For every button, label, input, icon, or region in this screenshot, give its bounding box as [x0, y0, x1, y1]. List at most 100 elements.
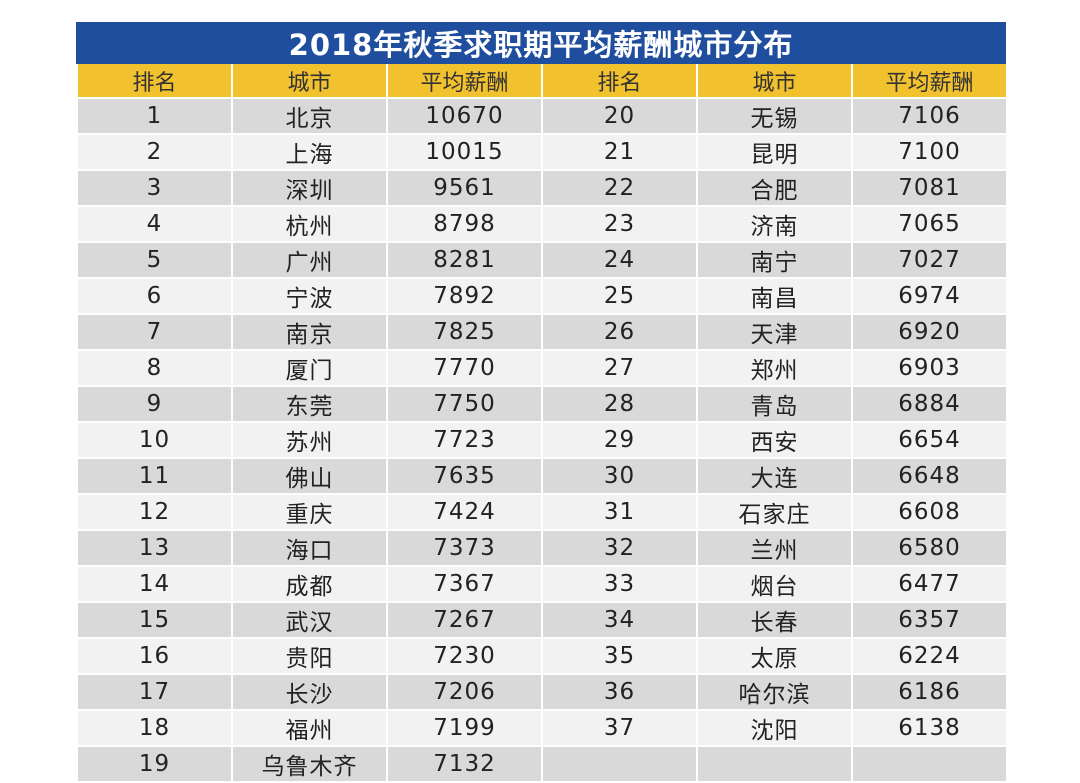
cell-salary-right: 7081 [851, 169, 1008, 207]
cell-city-left: 福州 [231, 709, 388, 747]
cell-salary-right: 6920 [851, 313, 1008, 351]
cell-rank-left: 14 [76, 565, 233, 603]
cell-rank-right: 33 [541, 565, 698, 603]
cell-salary-right: 6224 [851, 637, 1008, 675]
table-row: 3 深圳 9561 22 合肥 7081 [76, 169, 1008, 207]
cell-rank-right: 31 [541, 493, 698, 531]
cell-salary-left: 7892 [386, 277, 543, 315]
table-row: 19 乌鲁木齐 7132 [76, 745, 1008, 783]
cell-city-right: 天津 [696, 313, 853, 351]
cell-city-left: 深圳 [231, 169, 388, 207]
cell-city-right: 无锡 [696, 97, 853, 135]
cell-salary-left: 8798 [386, 205, 543, 243]
cell-salary-right: 6357 [851, 601, 1008, 639]
cell-city-right: 沈阳 [696, 709, 853, 747]
cell-salary-right: 6654 [851, 421, 1008, 459]
cell-city-left: 长沙 [231, 673, 388, 711]
table-row: 16 贵阳 7230 35 太原 6224 [76, 637, 1008, 675]
table-row: 8 厦门 7770 27 郑州 6903 [76, 349, 1008, 387]
header-row: 排名 城市 平均薪酬 排名 城市 平均薪酬 [76, 64, 1008, 98]
table-row: 1 北京 10670 20 无锡 7106 [76, 97, 1008, 135]
cell-salary-right: 6903 [851, 349, 1008, 387]
cell-city-left: 佛山 [231, 457, 388, 495]
cell-city-left: 广州 [231, 241, 388, 279]
cell-rank-right: 27 [541, 349, 698, 387]
table-body: 1 北京 10670 20 无锡 7106 2 上海 10015 21 昆明 7100 3 深圳 9561 2… [76, 97, 1008, 783]
cell-salary-left: 10015 [386, 133, 543, 171]
cell-city-left: 杭州 [231, 205, 388, 243]
table-row: 17 长沙 7206 36 哈尔滨 6186 [76, 673, 1008, 711]
cell-salary-left: 7723 [386, 421, 543, 459]
cell-city-right: 大连 [696, 457, 853, 495]
cell-city-left: 重庆 [231, 493, 388, 531]
cell-salary-right: 6580 [851, 529, 1008, 567]
cell-rank-left: 1 [76, 97, 233, 135]
cell-salary-right: 7027 [851, 241, 1008, 279]
cell-city-left: 南京 [231, 313, 388, 351]
table-row: 11 佛山 7635 30 大连 6648 [76, 457, 1008, 495]
cell-rank-left: 10 [76, 421, 233, 459]
cell-city-left: 厦门 [231, 349, 388, 387]
cell-rank-left: 8 [76, 349, 233, 387]
cell-city-left: 海口 [231, 529, 388, 567]
cell-salary-left: 7230 [386, 637, 543, 675]
table-row: 4 杭州 8798 23 济南 7065 [76, 205, 1008, 243]
cell-rank-right: 26 [541, 313, 698, 351]
table-row: 13 海口 7373 32 兰州 6580 [76, 529, 1008, 567]
header-salary-left: 平均薪酬 [386, 64, 543, 98]
cell-city-right: 合肥 [696, 169, 853, 207]
header-salary-right: 平均薪酬 [851, 64, 1008, 98]
cell-city-left: 东莞 [231, 385, 388, 423]
cell-salary-right: 6608 [851, 493, 1008, 531]
cell-city-right: 南昌 [696, 277, 853, 315]
salary-table: 排名 城市 平均薪酬 排名 城市 平均薪酬 1 北京 10670 20 无锡 7106 2 上… [76, 64, 1008, 783]
cell-city-right: 南宁 [696, 241, 853, 279]
cell-city-right: 长春 [696, 601, 853, 639]
cell-rank-right: 21 [541, 133, 698, 171]
cell-rank-left: 6 [76, 277, 233, 315]
cell-city-left: 贵阳 [231, 637, 388, 675]
cell-rank-right [541, 745, 698, 783]
cell-salary-right: 6648 [851, 457, 1008, 495]
cell-rank-left: 11 [76, 457, 233, 495]
cell-city-right [696, 745, 853, 783]
salary-table-panel: 2018年秋季求职期平均薪酬城市分布 排名 城市 平均薪酬 排名 城市 平均薪酬… [76, 22, 1008, 783]
cell-city-left: 宁波 [231, 277, 388, 315]
cell-rank-right: 36 [541, 673, 698, 711]
cell-city-right: 济南 [696, 205, 853, 243]
cell-rank-right: 20 [541, 97, 698, 135]
cell-city-left: 成都 [231, 565, 388, 603]
cell-city-left: 上海 [231, 133, 388, 171]
cell-city-right: 青岛 [696, 385, 853, 423]
cell-rank-right: 29 [541, 421, 698, 459]
cell-rank-right: 22 [541, 169, 698, 207]
cell-salary-right [851, 745, 1008, 783]
cell-city-right: 哈尔滨 [696, 673, 853, 711]
cell-rank-left: 3 [76, 169, 233, 207]
table-title: 2018年秋季求职期平均薪酬城市分布 [76, 22, 1006, 64]
cell-salary-right: 6186 [851, 673, 1008, 711]
cell-salary-right: 6974 [851, 277, 1008, 315]
cell-salary-left: 7367 [386, 565, 543, 603]
cell-salary-right: 6138 [851, 709, 1008, 747]
table-row: 5 广州 8281 24 南宁 7027 [76, 241, 1008, 279]
cell-rank-right: 30 [541, 457, 698, 495]
cell-rank-right: 34 [541, 601, 698, 639]
header-rank-left: 排名 [76, 64, 233, 98]
cell-city-right: 郑州 [696, 349, 853, 387]
table-row: 6 宁波 7892 25 南昌 6974 [76, 277, 1008, 315]
cell-salary-left: 8281 [386, 241, 543, 279]
cell-rank-right: 23 [541, 205, 698, 243]
cell-rank-left: 19 [76, 745, 233, 783]
table-row: 14 成都 7367 33 烟台 6477 [76, 565, 1008, 603]
cell-rank-left: 15 [76, 601, 233, 639]
cell-salary-left: 7206 [386, 673, 543, 711]
cell-salary-left: 7373 [386, 529, 543, 567]
cell-rank-left: 9 [76, 385, 233, 423]
cell-rank-left: 17 [76, 673, 233, 711]
cell-city-right: 昆明 [696, 133, 853, 171]
cell-city-left: 乌鲁木齐 [231, 745, 388, 783]
cell-city-left: 苏州 [231, 421, 388, 459]
cell-rank-left: 13 [76, 529, 233, 567]
cell-city-right: 西安 [696, 421, 853, 459]
